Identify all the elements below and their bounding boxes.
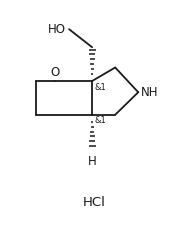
Text: &1: &1 <box>94 83 106 92</box>
Text: H: H <box>88 155 97 168</box>
Text: NH: NH <box>141 86 159 99</box>
Text: O: O <box>50 66 59 79</box>
Text: &1: &1 <box>94 116 106 125</box>
Text: HO: HO <box>48 23 66 36</box>
Text: HCl: HCl <box>83 196 106 209</box>
